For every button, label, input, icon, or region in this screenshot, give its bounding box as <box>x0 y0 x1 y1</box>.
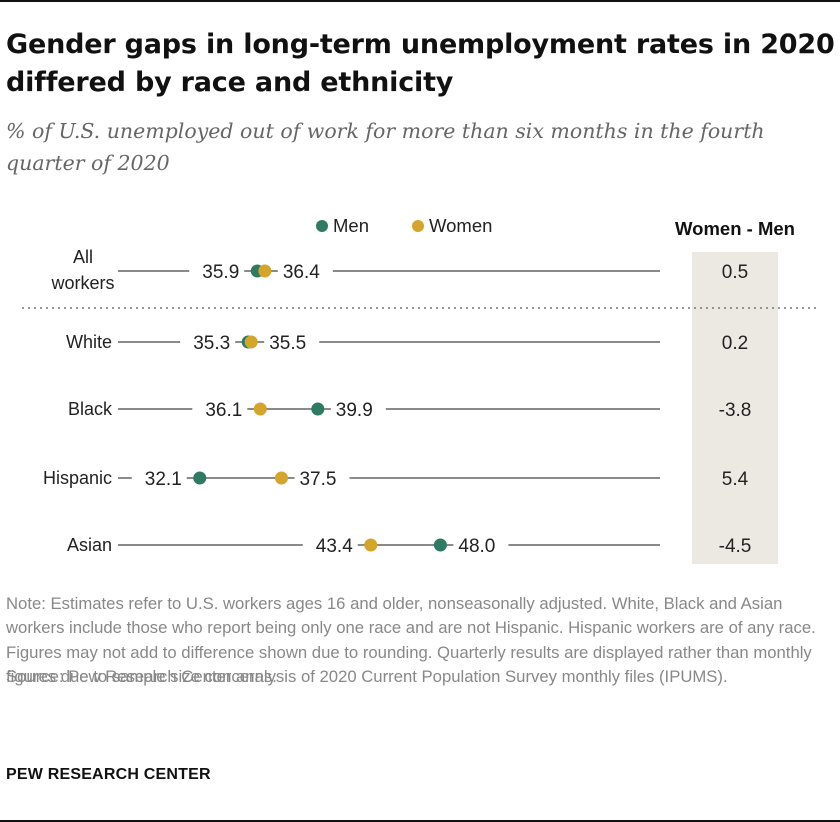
women-dot <box>274 471 288 485</box>
bottom-rule <box>0 820 840 822</box>
women-dot <box>258 264 272 278</box>
note-block: Note: Estimates refer to U.S. workers ag… <box>6 592 836 690</box>
diff-value: 0.5 <box>722 262 748 283</box>
men-dot <box>193 471 207 485</box>
dot-plot: Women - Men Men Women All workers 35.9 36.4 0.5… <box>22 215 818 564</box>
brand-label: PEW RESEARCH CENTER <box>6 766 211 783</box>
women-dot <box>244 335 258 349</box>
women-dot <box>364 538 378 552</box>
row-label: Black <box>68 399 113 419</box>
diff-value: -4.5 <box>719 536 752 557</box>
value-label: 36.4 <box>283 262 320 283</box>
row-label: workers <box>50 273 114 293</box>
value-label: 36.1 <box>205 400 242 421</box>
diff-value: 0.2 <box>722 333 748 354</box>
value-label: 35.5 <box>269 333 306 354</box>
legend-women-dot <box>412 220 424 232</box>
value-label: 35.9 <box>202 262 239 283</box>
chart-title: Gender gaps in long-term unemployment ra… <box>6 29 835 98</box>
women-dot <box>253 402 267 416</box>
diff-value: 5.4 <box>722 469 749 490</box>
men-dot <box>433 538 447 552</box>
top-rule <box>0 0 840 2</box>
row-label: Hispanic <box>43 468 112 488</box>
legend-men-label: Men <box>333 215 369 236</box>
diff-column-bg <box>692 252 778 564</box>
diff-header: Women - Men <box>675 218 795 239</box>
value-label: 39.9 <box>336 400 373 421</box>
value-label: 32.1 <box>145 469 182 490</box>
row-label: White <box>66 332 112 352</box>
source-text: Source: Pew Research Center analysis of … <box>6 667 728 686</box>
legend-women-label: Women <box>429 215 492 236</box>
value-label: 35.3 <box>193 333 230 354</box>
row-label: All <box>73 247 93 267</box>
source-block: Source: Pew Research Center analysis of … <box>6 665 836 689</box>
value-label: 43.4 <box>316 536 353 557</box>
row-label: Asian <box>67 535 112 555</box>
legend-men-dot <box>316 220 328 232</box>
chart-subtitle: % of U.S. unemployed out of work for mor… <box>6 119 765 175</box>
value-label: 48.0 <box>458 536 495 557</box>
value-label: 37.5 <box>299 469 336 490</box>
diff-value: -3.8 <box>719 400 752 421</box>
note-text: Note: Estimates refer to U.S. workers ag… <box>6 594 816 687</box>
men-dot <box>311 402 325 416</box>
